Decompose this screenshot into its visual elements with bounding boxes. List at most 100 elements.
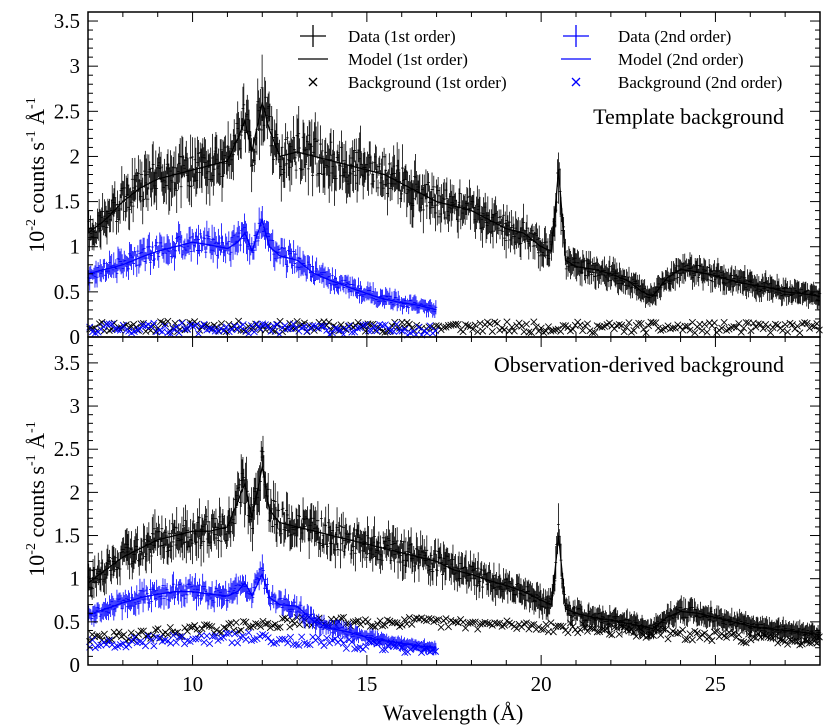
x-tick-label: 25 [705,672,726,696]
top-data-1st-order-point [197,139,200,167]
x-tick-label: 20 [531,672,552,696]
top-background-marker [471,321,479,329]
top-data-1st-order-point [113,181,117,214]
top-data-1st-order-point [387,153,391,175]
bottom-background-marker [169,631,177,639]
top-background-marker [771,320,779,328]
top-data-1st-order-point [300,159,304,180]
bottom-background-marker [408,620,416,628]
top-background-marker [625,319,633,327]
top-background-marker [256,324,264,332]
bottom-background-marker [142,632,150,640]
top-data-1st-order-point [260,54,264,121]
top-data-1st-order-point [393,154,396,193]
bottom-background-marker [257,622,265,630]
bottom-data-1st-order-point [281,501,285,516]
top-background-marker [114,326,122,334]
bottom-background-marker [740,638,748,646]
top-background-marker [583,320,592,328]
top-data-2nd-order-point [271,229,275,252]
top-background-marker [192,321,200,329]
bottom-background-marker [393,619,401,627]
top-background-marker [150,319,158,327]
top-data-1st-order-point [105,210,109,245]
top-data-2nd-order-point [342,282,346,293]
top-data-2nd-order-point [157,245,161,268]
bottom-background-marker [405,614,413,622]
top-background-marker [105,326,113,335]
top-y-tick-label: 1 [70,235,81,259]
top-data-1st-order-point [164,166,168,205]
top-data-1st-order-point [334,165,338,192]
top-background-marker [598,323,606,331]
top-data-1st-order-point [140,161,144,188]
top-background-marker [273,321,281,329]
bottom-background-marker [369,622,377,630]
top-y-tick-label: 1.5 [54,190,80,214]
bottom-data-1st-order-point [279,523,283,544]
bottom-background-marker [432,616,440,624]
bottom-background-marker [284,639,292,647]
bottom-data-1st-order-point [160,515,164,542]
bottom-background-marker [320,642,328,650]
top-background-marker [122,326,130,334]
top-background-marker [684,322,692,330]
top-background-marker [102,320,110,328]
top-data-1st-order-point [430,172,434,207]
top-model-2nd-order-line [87,217,437,311]
top-data-1st-order-point [599,265,603,285]
bottom-background-marker [150,642,158,650]
bottom-data-1st-order-point [118,552,122,586]
top-data-1st-order-point [151,141,155,188]
top-data-1st-order-point [384,153,388,187]
bottom-background-marker [231,630,239,638]
bottom-background-marker [217,634,225,642]
top-model-1st-order-line [87,102,821,298]
top-data-2nd-order-point [238,238,242,252]
bottom-background-marker [183,627,191,635]
bottom-data-1st-order-point [219,525,223,558]
top-data-2nd-order-point [136,245,140,257]
bottom-background-marker [425,615,433,623]
bottom-data-1st-order-point [164,526,168,546]
top-data-2nd-order-point [197,224,200,255]
top-background-marker [432,327,440,335]
top-data-2nd-order-point [280,238,284,257]
bottom-background-marker [549,628,557,636]
bottom-background-marker [593,628,601,636]
top-data-1st-order-point [591,263,595,282]
top-background-marker [454,320,462,328]
top-background-marker [158,328,166,336]
ylabel-exponent: -2 [24,543,39,555]
top-data-1st-order-point [318,154,322,193]
top-data-1st-order-point [242,83,246,127]
top-data-1st-order-point [564,258,568,280]
top-background-marker [337,326,345,334]
top-data-1st-order-point [190,165,193,208]
legend-label: Background (1st order) [348,73,507,92]
top-data-1st-order-point [659,278,663,298]
bottom-data-1st-order-point [213,522,217,547]
top-plot-data [86,54,823,339]
top-background-marker [400,324,409,332]
bottom-background-marker [211,632,219,640]
top-data-2nd-order-point [312,266,315,285]
top-data-1st-order-point [445,177,449,220]
top-data-1st-order-point [231,129,235,181]
bottom-background-marker [708,637,716,645]
bottom-background-marker [232,618,240,626]
top-background-marker [640,325,648,333]
bottom-background-marker [518,623,526,631]
top-background-marker [405,320,413,328]
top-background-marker [440,323,448,331]
top-background-marker [742,318,750,327]
top-data-1st-order-point [387,169,390,198]
top-background-marker [796,329,804,337]
bottom-background-marker [483,619,491,627]
top-y-tick-label: 3.5 [54,9,80,33]
top-y-tick-label: 2 [70,144,81,168]
top-background-marker [615,321,623,329]
top-background-marker [698,327,706,335]
bottom-background-marker [289,640,297,648]
top-data-2nd-order-point [180,234,184,258]
